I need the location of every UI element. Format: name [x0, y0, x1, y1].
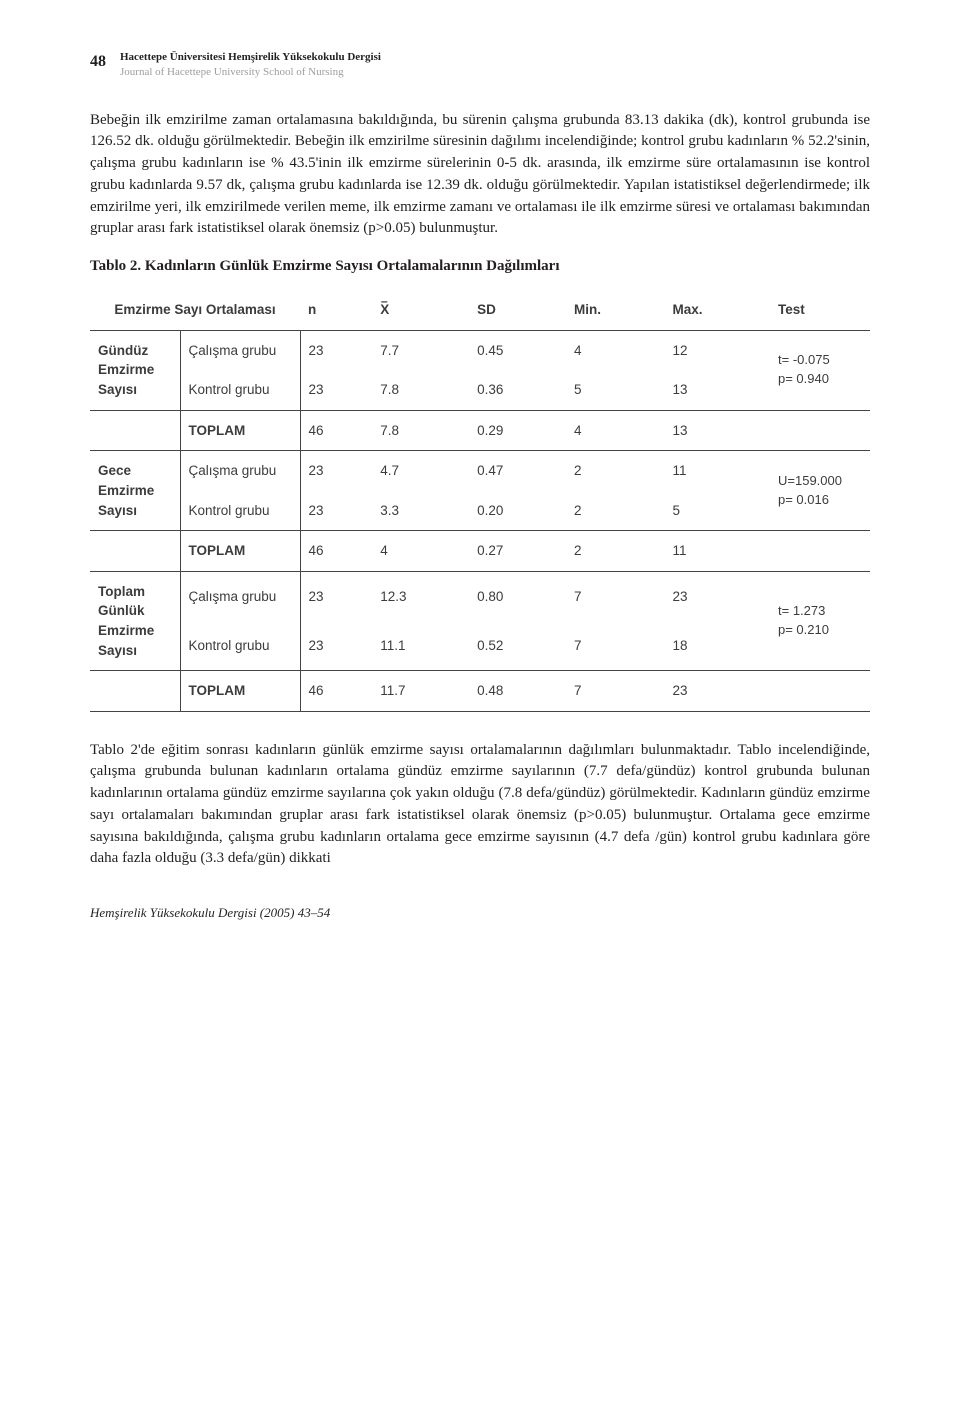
table-row: Gece Emzirme Sayısı Çalışma grubu 23 4.7…: [90, 451, 870, 491]
test-line-2: p= 0.016: [778, 491, 862, 510]
table-row: Kontrol grubu 23 11.1 0.52 7 18: [90, 621, 870, 671]
test-line-1: U=159.000: [778, 472, 862, 491]
sd-cell: 0.47: [469, 451, 566, 491]
max-cell: 23: [665, 571, 770, 621]
test-line-2: p= 0.940: [778, 370, 862, 389]
group-cell-total: TOPLAM: [180, 531, 300, 572]
page-header: 48 Hacettepe Üniversitesi Hemşirelik Yük…: [90, 50, 870, 80]
table-total-row: TOPLAM 46 4 0.27 2 11: [90, 531, 870, 572]
n-cell: 23: [300, 451, 372, 491]
test-cell-blank: [770, 671, 870, 712]
table-total-row: TOPLAM 46 11.7 0.48 7 23: [90, 671, 870, 712]
test-line-1: t= 1.273: [778, 602, 862, 621]
sd-cell: 0.29: [469, 410, 566, 451]
x-cell: 11.1: [372, 621, 469, 671]
max-cell: 23: [665, 671, 770, 712]
max-cell: 13: [665, 370, 770, 410]
max-cell: 13: [665, 410, 770, 451]
group-cell: Kontrol grubu: [180, 370, 300, 410]
test-cell-blank: [770, 531, 870, 572]
group-cell: Kontrol grubu: [180, 491, 300, 531]
max-cell: 11: [665, 451, 770, 491]
min-cell: 2: [566, 531, 665, 572]
col-header-name: Emzirme Sayı Ortalaması: [90, 290, 300, 330]
col-header-max: Max.: [665, 290, 770, 330]
x-cell: 7.8: [372, 410, 469, 451]
table-row: Kontrol grubu 23 7.8 0.36 5 13: [90, 370, 870, 410]
n-cell: 46: [300, 410, 372, 451]
table-row: Gündüz Emzirme Sayısı Çalışma grubu 23 7…: [90, 330, 870, 370]
test-line-2: p= 0.210: [778, 621, 862, 640]
sd-cell: 0.80: [469, 571, 566, 621]
group-cell: Çalışma grubu: [180, 451, 300, 491]
x-cell: 7.8: [372, 370, 469, 410]
table-header-row: Emzirme Sayı Ortalaması n X SD Min. Max.…: [90, 290, 870, 330]
test-line-1: t= -0.075: [778, 351, 862, 370]
group-cell: Çalışma grubu: [180, 571, 300, 621]
x-cell: 7.7: [372, 330, 469, 370]
journal-title-tr: Hacettepe Üniversitesi Hemşirelik Yüksek…: [120, 50, 381, 65]
col-header-test: Test: [770, 290, 870, 330]
body-paragraph-1: Bebeğin ilk emzirilme zaman ortalamasına…: [90, 110, 870, 241]
section-label: Toplam Günlük Emzirme Sayısı: [90, 571, 180, 670]
group-cell-total: TOPLAM: [180, 671, 300, 712]
x-cell: 4.7: [372, 451, 469, 491]
col-header-sd: SD: [469, 290, 566, 330]
sd-cell: 0.36: [469, 370, 566, 410]
sd-cell: 0.20: [469, 491, 566, 531]
col-header-min: Min.: [566, 290, 665, 330]
min-cell: 4: [566, 330, 665, 370]
test-cell: U=159.000 p= 0.016: [770, 451, 870, 531]
group-cell: Kontrol grubu: [180, 621, 300, 671]
n-cell: 46: [300, 531, 372, 572]
section-label-blank: [90, 410, 180, 451]
table-row: Kontrol grubu 23 3.3 0.20 2 5: [90, 491, 870, 531]
section-label: Gündüz Emzirme Sayısı: [90, 330, 180, 410]
test-cell: t= -0.075 p= 0.940: [770, 330, 870, 410]
x-cell: 4: [372, 531, 469, 572]
x-cell: 11.7: [372, 671, 469, 712]
test-cell-blank: [770, 410, 870, 451]
sd-cell: 0.27: [469, 531, 566, 572]
max-cell: 11: [665, 531, 770, 572]
sd-cell: 0.45: [469, 330, 566, 370]
min-cell: 5: [566, 370, 665, 410]
col-header-n: n: [300, 290, 372, 330]
section-label-blank: [90, 671, 180, 712]
body-paragraph-2: Tablo 2'de eğitim sonrası kadınların gün…: [90, 740, 870, 871]
min-cell: 4: [566, 410, 665, 451]
distribution-table: Emzirme Sayı Ortalaması n X SD Min. Max.…: [90, 290, 870, 712]
sd-cell: 0.52: [469, 621, 566, 671]
group-cell-total: TOPLAM: [180, 410, 300, 451]
section-label: Gece Emzirme Sayısı: [90, 451, 180, 531]
min-cell: 7: [566, 671, 665, 712]
n-cell: 23: [300, 330, 372, 370]
max-cell: 12: [665, 330, 770, 370]
min-cell: 2: [566, 491, 665, 531]
min-cell: 7: [566, 621, 665, 671]
n-cell: 23: [300, 491, 372, 531]
max-cell: 5: [665, 491, 770, 531]
n-cell: 23: [300, 370, 372, 410]
n-cell: 23: [300, 621, 372, 671]
x-cell: 3.3: [372, 491, 469, 531]
min-cell: 2: [566, 451, 665, 491]
n-cell: 23: [300, 571, 372, 621]
sd-cell: 0.48: [469, 671, 566, 712]
table-title: Tablo 2. Kadınların Günlük Emzirme Sayıs…: [90, 256, 870, 278]
table-row: Toplam Günlük Emzirme Sayısı Çalışma gru…: [90, 571, 870, 621]
col-header-xbar: X: [372, 290, 469, 330]
section-label-blank: [90, 531, 180, 572]
max-cell: 18: [665, 621, 770, 671]
x-cell: 12.3: [372, 571, 469, 621]
test-cell: t= 1.273 p= 0.210: [770, 571, 870, 670]
page-footer: Hemşirelik Yüksekokulu Dergisi (2005) 43…: [90, 898, 870, 923]
page-number: 48: [90, 50, 106, 73]
table-total-row: TOPLAM 46 7.8 0.29 4 13: [90, 410, 870, 451]
n-cell: 46: [300, 671, 372, 712]
group-cell: Çalışma grubu: [180, 330, 300, 370]
journal-title-en: Journal of Hacettepe University School o…: [120, 65, 381, 80]
journal-titles: Hacettepe Üniversitesi Hemşirelik Yüksek…: [120, 50, 381, 80]
min-cell: 7: [566, 571, 665, 621]
